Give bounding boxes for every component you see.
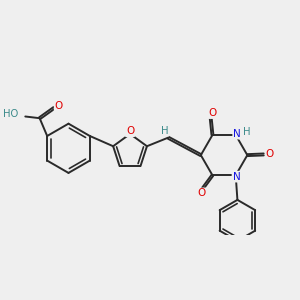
Text: N: N (233, 129, 241, 139)
Text: O: O (208, 108, 216, 118)
Text: H: H (243, 127, 250, 137)
Text: O: O (55, 101, 63, 111)
Text: O: O (126, 126, 134, 136)
Text: HO: HO (2, 110, 18, 119)
Text: O: O (197, 188, 206, 198)
Text: H: H (161, 126, 169, 136)
Text: N: N (232, 172, 240, 182)
Text: O: O (266, 149, 274, 159)
